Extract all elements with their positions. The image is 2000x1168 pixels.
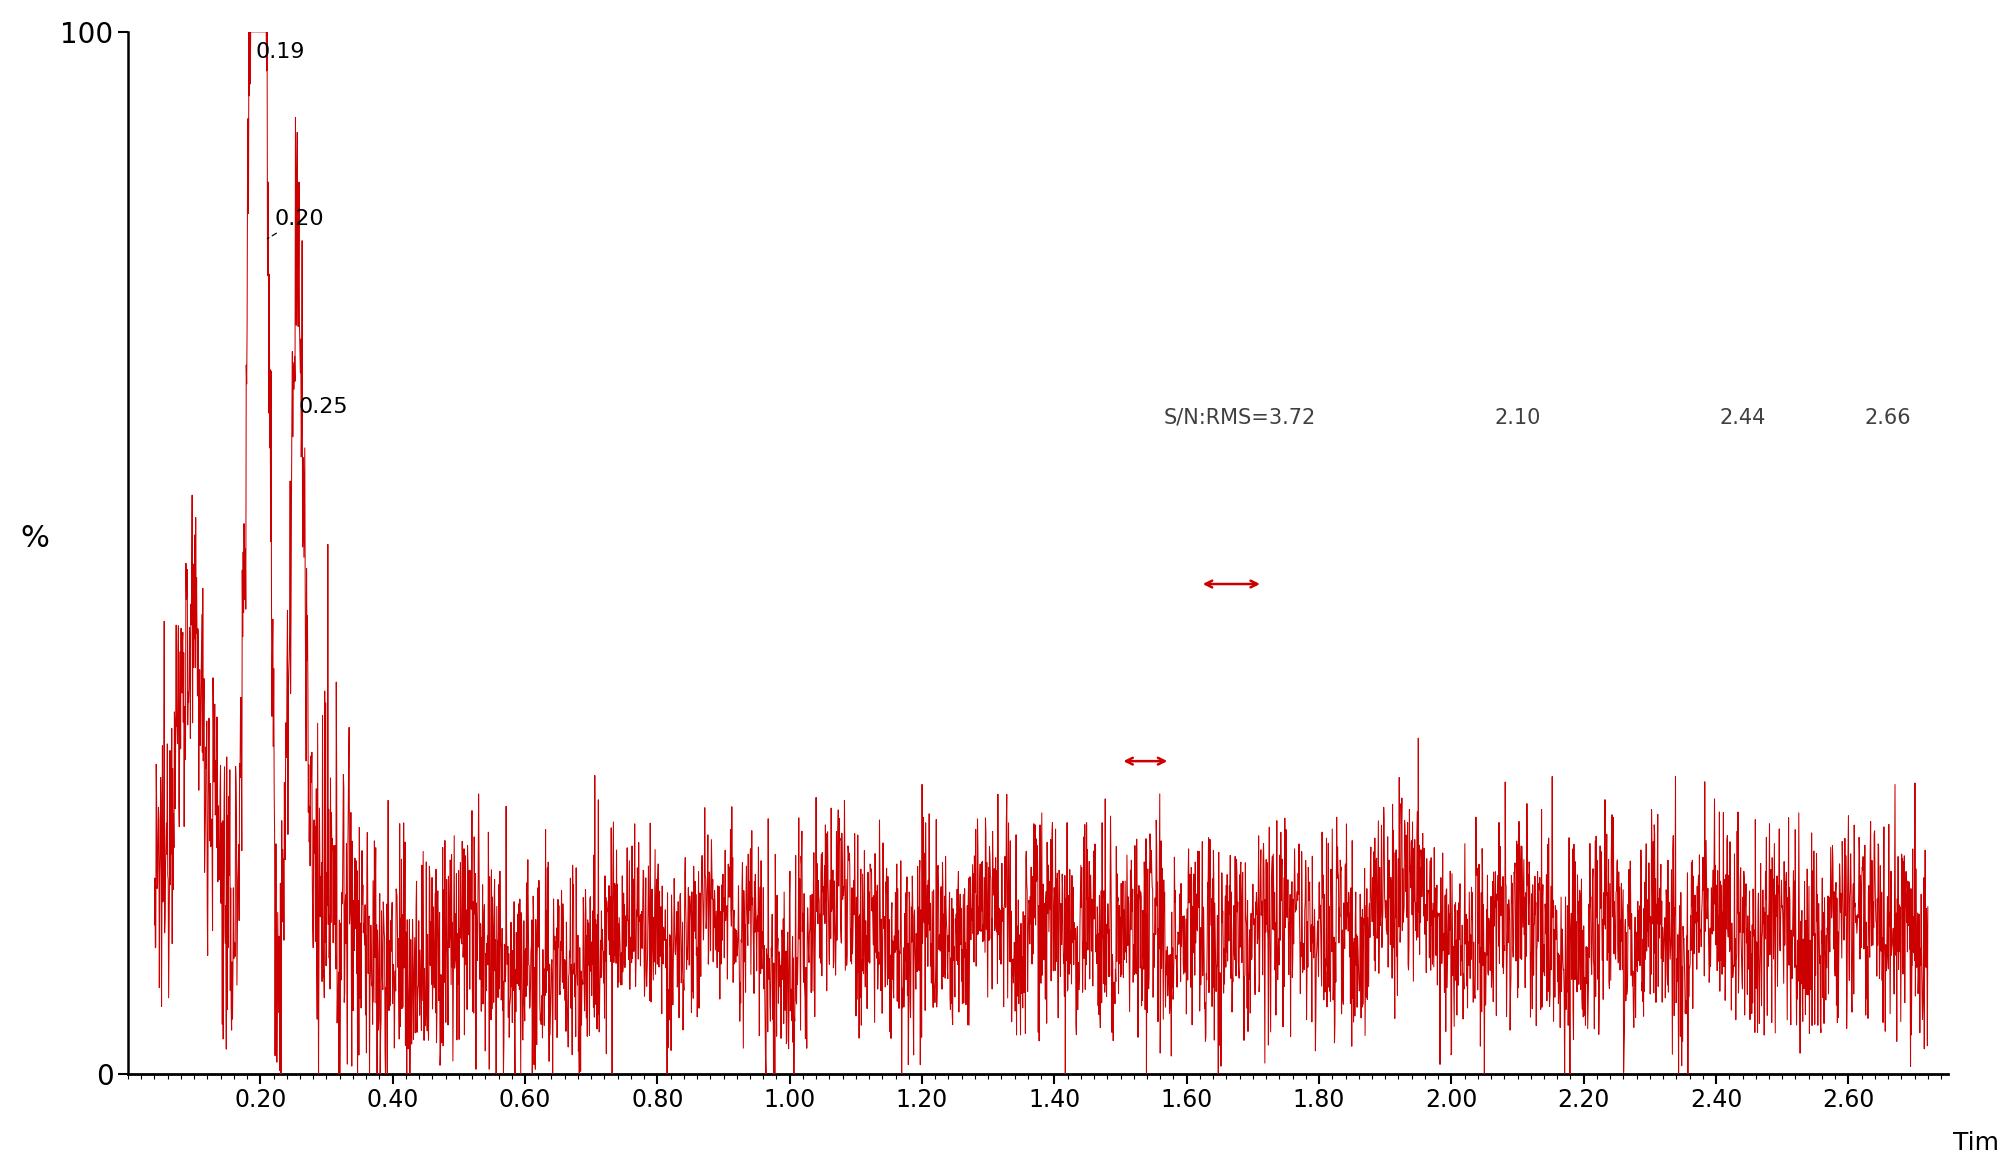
Text: 0.20: 0.20 — [268, 209, 324, 238]
Text: 2.44: 2.44 — [1720, 408, 1766, 427]
Text: S/N:RMS=3.72: S/N:RMS=3.72 — [1164, 408, 1316, 427]
Text: 0.25: 0.25 — [298, 397, 348, 417]
Text: 2.10: 2.10 — [1494, 408, 1540, 427]
Y-axis label: %: % — [20, 523, 50, 552]
X-axis label: Time: Time — [1954, 1131, 2000, 1155]
Text: 0.19: 0.19 — [256, 42, 306, 62]
Text: 2.66: 2.66 — [1864, 408, 1912, 427]
